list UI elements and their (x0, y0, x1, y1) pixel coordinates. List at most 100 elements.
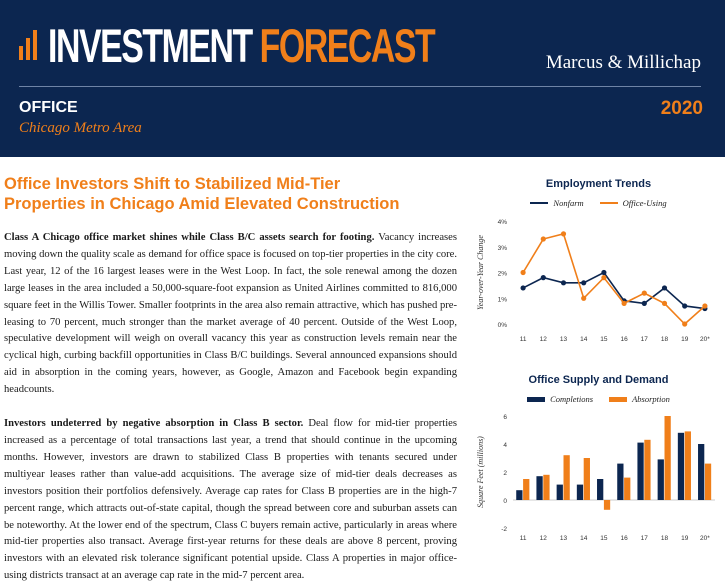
data-point-office-using (682, 321, 688, 327)
x-tick-label: 17 (641, 336, 649, 343)
x-tick-label: 16 (620, 535, 628, 542)
chart-plot: Square Feet (millions) -2 0 2 4 6 11 12 13 14 15 16… (477, 414, 715, 542)
x-tick-label: 15 (600, 336, 608, 343)
bar-completions (637, 442, 644, 500)
bar-absorption (603, 500, 611, 510)
chart-plot: Year-over-Year Change 0% 1% 2% 3% 4% 11 12 13 14 1… (477, 219, 710, 343)
supply-demand-chart: Office Supply and Demand Completions Abs… (477, 372, 720, 552)
report-title-part1: INVESTMENT (48, 19, 253, 72)
series-line-office-using (522, 232, 706, 326)
x-tick-label: 14 (580, 535, 588, 542)
data-point-office-using (581, 295, 587, 301)
banner-divider (19, 86, 701, 87)
brand-logo: Marcus & Millichap (545, 52, 701, 73)
bar-completions (556, 484, 563, 500)
chart-legend: Completions Absorption (477, 394, 720, 404)
legend-label: Completions (550, 394, 594, 404)
metro-label: Chicago Metro Area (19, 120, 142, 136)
legend-item: Absorption (609, 394, 670, 404)
data-point-office-using (621, 300, 627, 306)
bar-completions (657, 459, 664, 500)
data-point-nonfarm (601, 269, 607, 276)
data-point-nonfarm (520, 285, 526, 291)
x-tick-label: 19 (681, 535, 689, 542)
chart-title: Employment Trends (477, 178, 720, 190)
forecast-year: 2020 (660, 98, 703, 119)
y-axis-label: Square Feet (millions) (477, 436, 485, 508)
bar-completions (617, 463, 624, 500)
y-tick-label: -2 (501, 526, 507, 533)
report-title: INVESTMENT FORECAST (48, 18, 436, 74)
data-point-office-using (560, 231, 567, 237)
series-line-nonfarm (522, 271, 706, 310)
chart-title: Office Supply and Demand (477, 374, 720, 386)
chart-title-text: Office Supply and Demand (522, 374, 675, 386)
legend-swatch (527, 396, 546, 402)
bar-absorption (684, 431, 691, 500)
x-tick-label: 12 (540, 535, 548, 542)
header-banner: INVESTMENT FORECAST Marcus & Millichap O… (0, 0, 725, 157)
legend-swatch (530, 202, 549, 204)
y-tick-label: 4 (503, 442, 507, 449)
employment-trends-chart: Employment Trends Nonfarm Office-Using Y… (477, 176, 720, 356)
chart-title-text: Employment Trends (539, 178, 658, 190)
y-tick-label: 2 (503, 470, 507, 477)
report-title-part2: FORECAST (259, 19, 436, 72)
article-body: Class A Chicago office market shines whi… (4, 230, 457, 582)
legend-swatch (599, 202, 618, 204)
x-tick-label: 16 (620, 336, 628, 343)
bar-absorption (543, 474, 550, 500)
x-tick-label: 13 (560, 336, 568, 343)
data-point-nonfarm (641, 300, 647, 306)
y-tick-label: 3% (498, 245, 508, 252)
bar-absorption (664, 416, 671, 500)
data-point-nonfarm (581, 280, 587, 286)
x-tick-label: 20* (700, 535, 710, 542)
chart-legend: Nonfarm Office-Using (477, 198, 720, 208)
legend-label: Absorption (632, 394, 670, 404)
data-point-office-using (661, 300, 668, 306)
x-tick-label: 15 (600, 535, 608, 542)
bar-completions (516, 490, 523, 500)
data-point-office-using (540, 236, 546, 242)
data-point-office-using (702, 303, 708, 309)
bar-absorption (523, 479, 530, 500)
sector-label: OFFICE (19, 99, 78, 116)
data-point-nonfarm (682, 303, 688, 309)
data-point-office-using (520, 269, 526, 276)
legend-item: Nonfarm (530, 198, 584, 208)
paragraph-body: Deal flow for mid-tier properties increa… (4, 418, 457, 582)
y-tick-label: 6 (503, 414, 507, 421)
x-tick-label: 14 (580, 336, 588, 343)
x-tick-label: 12 (540, 336, 548, 343)
y-tick-label: 2% (498, 271, 508, 278)
bar-absorption (704, 463, 712, 500)
y-tick-label: 4% (498, 219, 508, 226)
paragraph-body: Vacancy increases moving down the qualit… (4, 232, 457, 396)
legend-label: Nonfarm (553, 198, 584, 208)
data-point-nonfarm (560, 280, 567, 286)
legend-swatch (609, 396, 628, 402)
x-tick-label: 11 (520, 535, 527, 542)
data-point-nonfarm (661, 285, 668, 291)
bar-completions (677, 432, 685, 500)
paragraph-lead: Investors undeterred by negative absorpt… (4, 418, 304, 430)
article-headline: Office Investors Shift to Stabilized Mid… (4, 175, 400, 213)
data-point-office-using (601, 275, 607, 281)
bar-completions (597, 479, 604, 500)
x-tick-label: 17 (641, 535, 649, 542)
bar-absorption (624, 477, 631, 500)
bar-chart-logo-icon (19, 30, 37, 60)
legend-item: Completions (527, 394, 593, 404)
bar-absorption (644, 439, 651, 500)
y-tick-label: 1% (498, 296, 508, 303)
x-tick-label: 13 (560, 535, 568, 542)
article-paragraph: Class A Chicago office market shines whi… (4, 230, 457, 399)
bar-absorption (563, 455, 570, 500)
bar-absorption (583, 458, 590, 500)
legend-item: Office-Using (599, 198, 667, 208)
x-tick-label: 11 (520, 336, 527, 343)
paragraph-lead: Class A Chicago office market shines whi… (4, 232, 375, 243)
x-tick-label: 20* (700, 336, 710, 343)
bar-completions (576, 484, 584, 500)
